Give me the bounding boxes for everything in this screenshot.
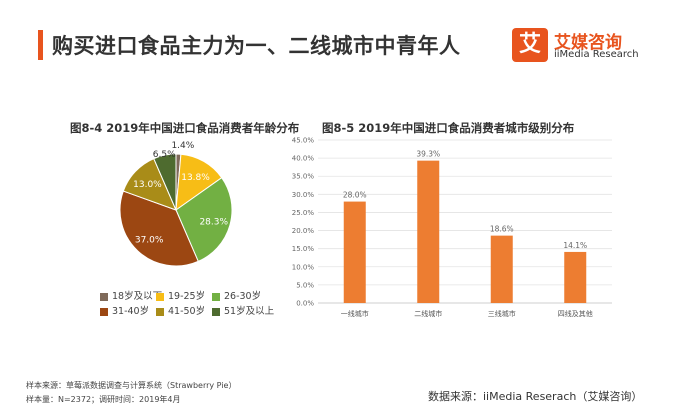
pie-data-label: 6.5% (153, 150, 176, 160)
pie-data-label: 1.4% (171, 141, 194, 151)
legend-item: 41-50岁 (156, 303, 205, 317)
legend-label: 19-25岁 (168, 291, 206, 302)
pie-slice (122, 157, 177, 211)
logo-glyph-box: 艾 (512, 28, 548, 62)
legend-item: 19-25岁 (156, 288, 205, 302)
pie-slice (119, 190, 199, 267)
x-tick-label: 三线城市 (488, 309, 516, 318)
bar (417, 160, 440, 303)
legend-swatch (100, 292, 108, 301)
legend-swatch (100, 307, 108, 316)
y-tick-label: 40.0% (292, 155, 315, 163)
logo-name-en: iiMedia Research (554, 49, 639, 60)
pie-slice (175, 176, 233, 263)
legend-label: 41-50岁 (168, 306, 206, 317)
legend-swatch (212, 292, 220, 301)
y-tick-label: 10.0% (292, 263, 315, 271)
x-tick-label: 二线城市 (414, 309, 442, 318)
pie-data-label: 28.3% (199, 218, 228, 228)
sample-source-note: 样本来源：草莓派数据调查与计算系统（Strawberry Pie） (26, 381, 237, 390)
data-source: 数据来源：iiMedia Reserach（艾媒咨询） (428, 390, 643, 403)
page-title: 购买进口食品主力为一、二线城市中青年人 (52, 34, 461, 58)
pie-data-label: 13.0% (133, 180, 162, 190)
y-tick-label: 35.0% (292, 173, 315, 181)
y-tick-label: 20.0% (292, 227, 315, 235)
y-tick-label: 45.0% (292, 137, 315, 145)
legend-label: 26-30岁 (224, 291, 262, 302)
bar (490, 235, 513, 303)
y-tick-label: 25.0% (292, 209, 315, 217)
legend-item: 18岁及以下 (100, 288, 162, 302)
y-tick-label: 15.0% (292, 245, 315, 253)
logo-name-cn: 艾媒咨询 (554, 33, 622, 53)
pie-data-label: 13.8% (181, 173, 210, 183)
pie-data-label: 37.0% (135, 236, 164, 246)
bar-chart-title: 图8-5 2019年中国进口食品消费者城市级别分布 (322, 121, 575, 135)
x-tick-label: 四线及其他 (558, 309, 593, 318)
y-tick-label: 5.0% (296, 281, 314, 289)
sample-size-note: 样本量：N=2372；调研时间：2019年4月 (26, 395, 181, 404)
bar-value-label: 39.3% (416, 150, 440, 159)
pie-slice (153, 153, 177, 211)
y-tick-label: 0.0% (296, 300, 314, 308)
x-tick-label: 一线城市 (341, 309, 369, 318)
legend-label: 51岁及以上 (224, 306, 275, 317)
legend-swatch (156, 307, 164, 316)
pie-chart-title: 图8-4 2019年中国进口食品消费者年龄分布 (70, 121, 300, 135)
legend-item: 51岁及以上 (212, 303, 274, 317)
legend-label: 31-40岁 (112, 306, 150, 317)
bar (343, 201, 366, 303)
pie-slice (175, 153, 223, 212)
y-tick-label: 30.0% (292, 191, 315, 199)
legend-swatch (156, 292, 164, 301)
iimedia-logo: 艾 艾媒咨询 iiMedia Research (512, 28, 662, 68)
bar-value-label: 28.0% (343, 191, 367, 200)
pie-slice (175, 153, 182, 211)
legend-item: 31-40岁 (100, 303, 149, 317)
bar-value-label: 18.6% (490, 225, 514, 234)
bar (564, 251, 587, 303)
title-accent-bar (38, 30, 43, 60)
bar-value-label: 14.1% (563, 241, 587, 250)
legend-label: 18岁及以下 (112, 291, 163, 302)
legend-item: 26-30岁 (212, 288, 261, 302)
legend-swatch (212, 307, 220, 316)
